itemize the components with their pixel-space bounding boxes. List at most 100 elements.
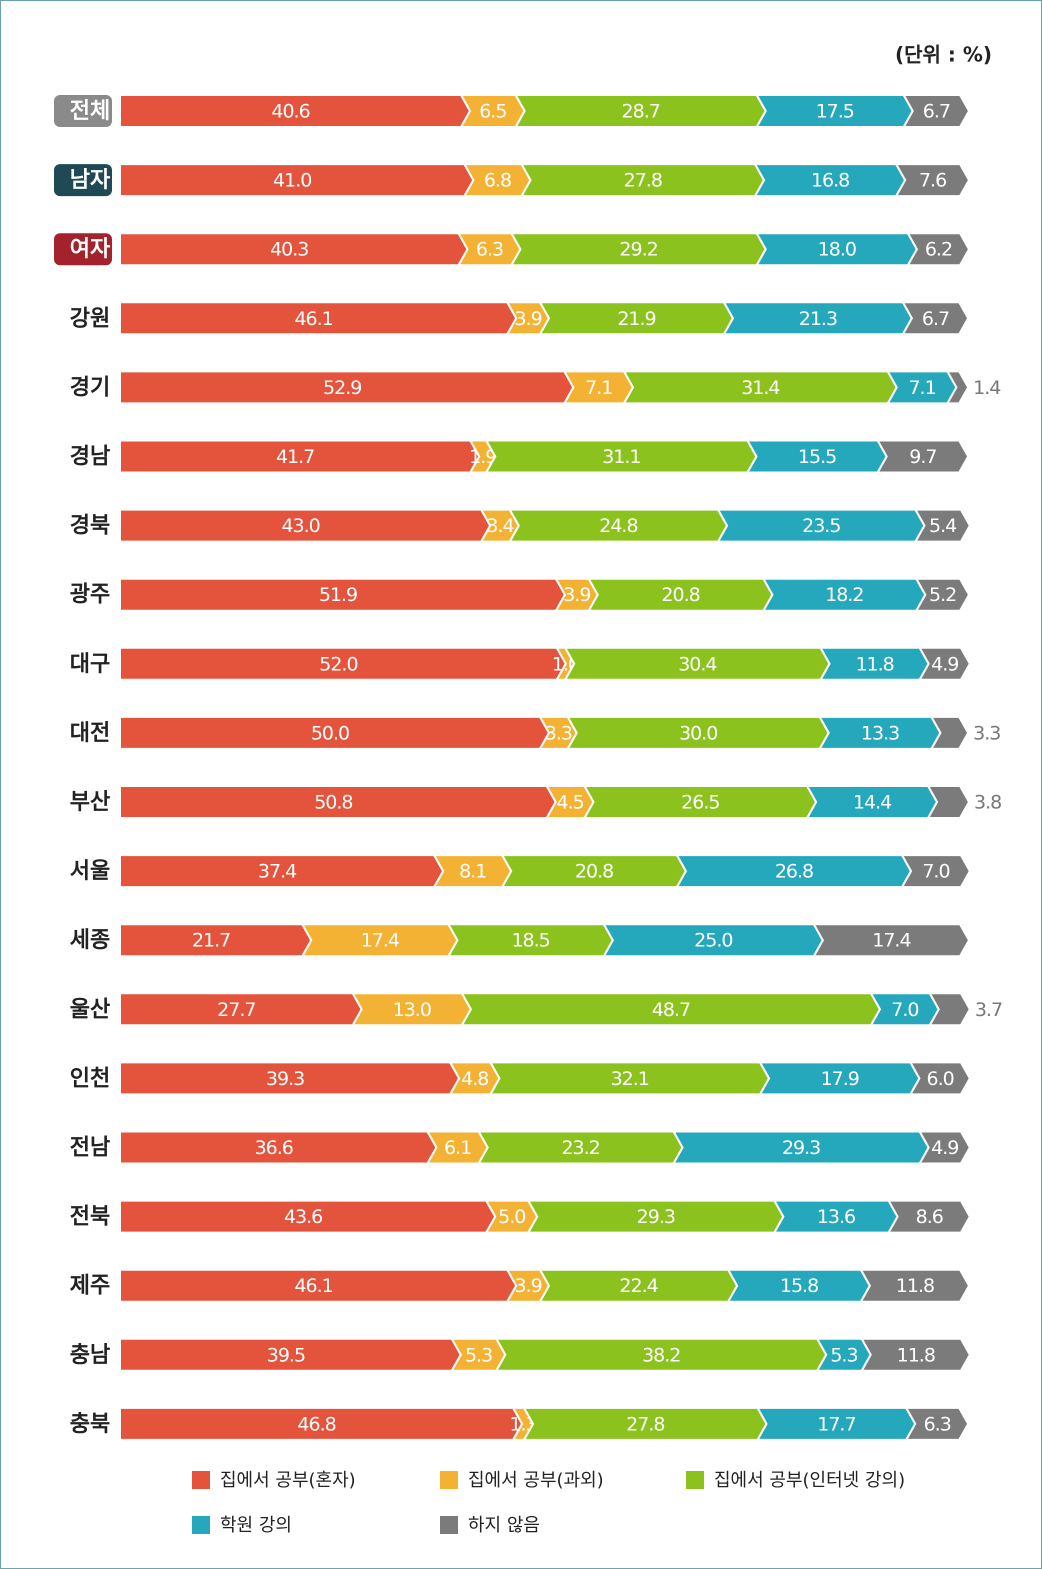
value-label: 3.7: [975, 999, 1002, 1021]
category-label: 전남: [70, 1136, 110, 1161]
value-label: 26.8: [775, 861, 813, 883]
value-label: 52.0: [319, 653, 357, 675]
bar-segment: [928, 992, 971, 1027]
value-label: 7.6: [919, 170, 946, 192]
value-label: 8.6: [916, 1206, 943, 1228]
value-label: 41.0: [273, 170, 311, 192]
legend-swatch: [440, 1516, 458, 1534]
value-label: 27.8: [624, 170, 662, 192]
category-label: 충북: [70, 1412, 110, 1437]
value-label: 20.8: [575, 861, 613, 883]
value-label: 46.1: [294, 1275, 332, 1297]
value-label: 14.4: [853, 792, 892, 814]
value-label: 6.5: [479, 101, 506, 123]
value-label: 5.2: [929, 584, 956, 606]
value-label: 29.3: [782, 1137, 820, 1159]
value-label: 51.9: [319, 584, 357, 606]
value-label: 22.4: [619, 1275, 658, 1297]
bar-segment: [886, 1199, 971, 1234]
value-label: 5.4: [929, 515, 957, 537]
value-label: 3.8: [974, 792, 1001, 814]
value-label: 18.2: [825, 584, 863, 606]
value-label: 1.4: [973, 377, 1001, 399]
value-label: 52.9: [323, 377, 361, 399]
value-label: 7.1: [908, 377, 935, 399]
value-label: 30.4: [678, 653, 717, 675]
value-label: 3.9: [563, 584, 590, 606]
value-label: 46.8: [297, 1413, 335, 1435]
category-label: 울산: [70, 997, 110, 1022]
value-label: 27.7: [217, 999, 255, 1021]
value-label: 23.2: [561, 1137, 599, 1159]
value-label: 4.9: [931, 1137, 958, 1159]
value-label: 20.8: [661, 584, 699, 606]
value-label: 48.7: [652, 999, 690, 1021]
value-label: 3.9: [515, 308, 542, 330]
value-label: 39.5: [267, 1344, 305, 1366]
value-label: 46.1: [294, 308, 332, 330]
category-label: 광주: [70, 583, 110, 608]
legend-label: 집에서 공부(과외): [468, 1470, 604, 1491]
value-label: 1.9: [469, 446, 496, 468]
value-label: 25.0: [694, 930, 732, 952]
value-label: 32.1: [611, 1068, 649, 1090]
category-label: 전북: [70, 1205, 110, 1230]
category-label: 경남: [70, 445, 110, 470]
value-label: 13.0: [393, 999, 431, 1021]
value-label: 3.9: [515, 1275, 542, 1297]
value-label: 17.4: [872, 930, 911, 952]
value-label: 3.4: [486, 515, 514, 537]
value-label: 15.8: [780, 1275, 818, 1297]
category-badge: [54, 164, 112, 197]
value-label: 23.5: [802, 515, 840, 537]
value-label: 4.9: [931, 653, 958, 675]
bar-segment: [902, 94, 971, 128]
value-label: 21.3: [799, 308, 837, 330]
category-label: 제주: [70, 1274, 110, 1299]
value-label: 18.0: [818, 239, 856, 261]
value-label: 3.3: [973, 722, 1000, 744]
value-label: 31.4: [741, 377, 780, 399]
value-label: 7.0: [922, 861, 949, 883]
category-label: 전체: [70, 99, 110, 124]
value-label: 50.0: [311, 722, 349, 744]
legend-swatch: [192, 1516, 210, 1534]
value-label: 6.8: [484, 170, 511, 192]
value-label: 11.8: [896, 1275, 934, 1297]
category-label: 대구: [70, 652, 110, 677]
category-label: 여자: [70, 237, 111, 262]
category-label: 서울: [70, 859, 110, 884]
value-label: 11.8: [897, 1344, 935, 1366]
legend-swatch: [440, 1471, 458, 1489]
value-label: 6.3: [476, 239, 503, 261]
bar-segment: [812, 923, 971, 958]
value-label: 37.4: [258, 861, 297, 883]
value-label: 24.8: [599, 515, 637, 537]
value-label: 17.5: [816, 101, 854, 123]
value-label: 13.6: [817, 1206, 855, 1228]
legend-swatch: [192, 1471, 210, 1489]
value-label: 39.3: [266, 1068, 304, 1090]
value-label: 17.9: [821, 1068, 859, 1090]
bar-segment: [917, 1130, 971, 1165]
value-label: 17.7: [817, 1413, 855, 1435]
value-label: 13.3: [861, 722, 899, 744]
value-label: 7.0: [891, 999, 918, 1021]
bar-segment: [929, 715, 970, 750]
unit-label: (단위 : %): [895, 43, 992, 67]
bar-segment: [901, 301, 970, 336]
category-badge: [54, 233, 112, 266]
category-label: 부산: [70, 790, 110, 815]
bar-segment: [859, 1268, 971, 1303]
value-label: 28.7: [622, 101, 660, 123]
category-label: 강원: [70, 306, 110, 331]
value-label: 6.2: [925, 239, 952, 261]
value-label: 18.5: [511, 930, 549, 952]
value-label: 6.7: [923, 101, 950, 123]
value-label: 5.3: [830, 1344, 857, 1366]
value-label: 21.7: [192, 930, 230, 952]
value-label: 4.8: [461, 1068, 488, 1090]
value-label: 31.1: [602, 446, 640, 468]
legend-label: 집에서 공부(인터넷 강의): [714, 1470, 905, 1491]
value-label: 17.4: [361, 930, 400, 952]
